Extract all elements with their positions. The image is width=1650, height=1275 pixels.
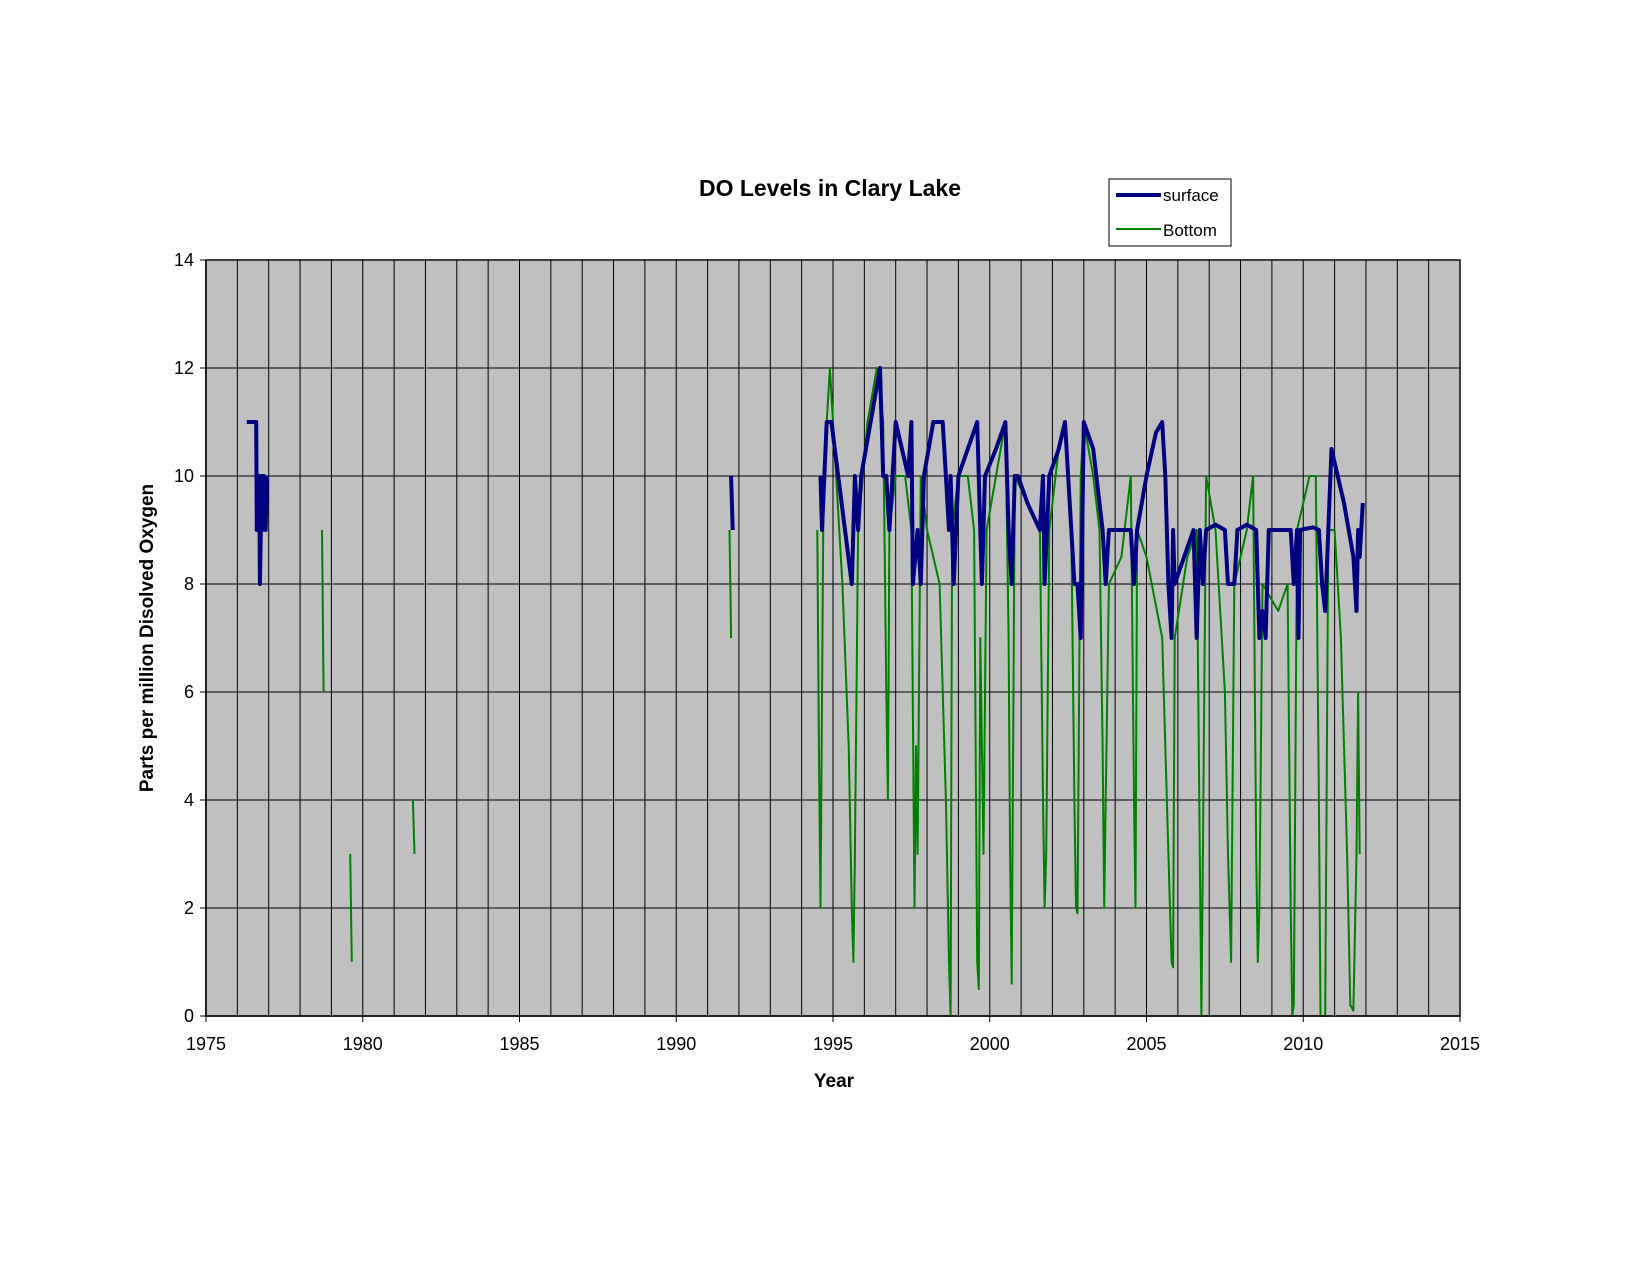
legend-label-bottom: Bottom [1163,221,1217,240]
series-layer [246,366,1365,1017]
legend: surface Bottom [1108,178,1232,247]
y-tick-label: 6 [184,682,194,702]
x-tick-label: 1975 [186,1034,226,1054]
legend-box [1108,178,1232,247]
y-tick-label: 0 [184,1006,194,1026]
y-tick-label: 8 [184,574,194,594]
series-surface [246,366,1365,640]
y-tick-label: 12 [174,358,194,378]
series-line-bottom [321,529,325,693]
y-tick-labels: 0 2 4 6 8 10 12 14 [174,250,206,1026]
x-tick-label: 2010 [1283,1034,1323,1054]
y-tick-label: 14 [174,250,194,270]
series-line-bottom [349,853,353,963]
x-axis-label: Year [814,1071,855,1092]
series-line-bottom [411,799,416,855]
axes: 1975 1980 1985 1990 1995 2000 2005 2010 2015 0 2 4… [174,250,1480,1054]
y-axis-label: Parts per million Disolved Oxygen [137,484,158,792]
y-tick-label: 4 [184,790,194,810]
series-line-surface [729,475,735,531]
x-tick-label: 1980 [343,1034,383,1054]
series-line-bottom [816,367,1361,1017]
x-tick-label: 1995 [813,1034,853,1054]
x-tick-label: 1990 [656,1034,696,1054]
x-tick-label: 2005 [1126,1034,1166,1054]
x-tick-labels: 1975 1980 1985 1990 1995 2000 2005 2010 2015 [186,1016,1480,1054]
x-tick-label: 1985 [499,1034,539,1054]
series-line-bottom [728,529,733,639]
x-tick-label: 2015 [1440,1034,1480,1054]
grid [205,259,1461,1017]
y-tick-label: 10 [174,466,194,486]
series-line-surface [246,420,270,586]
x-tick-label: 2000 [970,1034,1010,1054]
y-tick-label: 2 [184,898,194,918]
plot-area [205,259,1461,1017]
chart-title: DO Levels in Clary Lake [699,175,961,201]
series-line-surface [818,366,1365,640]
series-bottom [321,367,1361,1017]
legend-label-surface: surface [1163,186,1219,205]
